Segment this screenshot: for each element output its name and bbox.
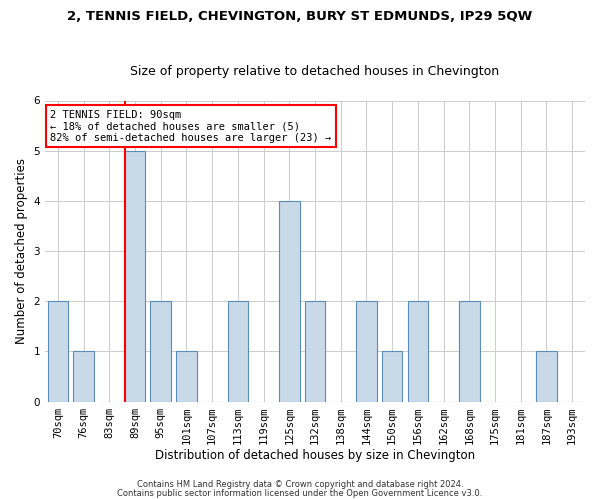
Bar [151, 301, 171, 402]
Bar [407, 301, 428, 402]
Bar [382, 352, 403, 402]
Bar [176, 352, 197, 402]
Bar [356, 301, 377, 402]
Bar [73, 352, 94, 402]
Title: Size of property relative to detached houses in Chevington: Size of property relative to detached ho… [130, 66, 500, 78]
Text: 2, TENNIS FIELD, CHEVINGTON, BURY ST EDMUNDS, IP29 5QW: 2, TENNIS FIELD, CHEVINGTON, BURY ST EDM… [67, 10, 533, 23]
Bar [305, 301, 325, 402]
Bar [227, 301, 248, 402]
Bar [47, 301, 68, 402]
Y-axis label: Number of detached properties: Number of detached properties [15, 158, 28, 344]
Bar [125, 150, 145, 402]
Text: Contains public sector information licensed under the Open Government Licence v3: Contains public sector information licen… [118, 488, 482, 498]
X-axis label: Distribution of detached houses by size in Chevington: Distribution of detached houses by size … [155, 450, 475, 462]
Bar [536, 352, 557, 402]
Bar [459, 301, 479, 402]
Text: Contains HM Land Registry data © Crown copyright and database right 2024.: Contains HM Land Registry data © Crown c… [137, 480, 463, 489]
Bar [279, 201, 299, 402]
Text: 2 TENNIS FIELD: 90sqm
← 18% of detached houses are smaller (5)
82% of semi-detac: 2 TENNIS FIELD: 90sqm ← 18% of detached … [50, 110, 332, 142]
